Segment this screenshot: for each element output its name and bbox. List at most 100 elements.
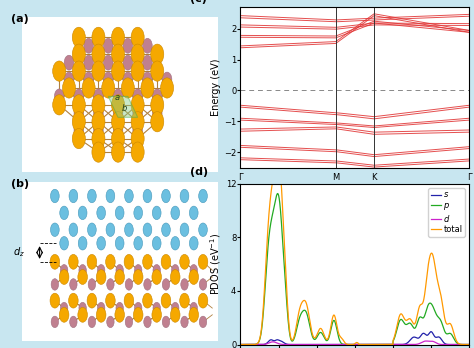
total [315, 331, 320, 335]
Circle shape [70, 279, 77, 290]
Circle shape [72, 95, 85, 115]
$d$ [423, 339, 429, 343]
total [237, 342, 243, 347]
Circle shape [171, 270, 180, 284]
Circle shape [59, 307, 69, 322]
total [363, 342, 368, 347]
Circle shape [124, 293, 134, 308]
Circle shape [78, 307, 87, 322]
Circle shape [199, 189, 207, 203]
Text: (a): (a) [11, 14, 29, 24]
Circle shape [111, 128, 125, 149]
$p$ [315, 333, 320, 338]
Circle shape [125, 279, 133, 290]
Circle shape [92, 142, 105, 162]
Circle shape [199, 316, 207, 328]
total [366, 342, 372, 347]
Circle shape [72, 112, 85, 132]
Circle shape [190, 206, 198, 220]
Circle shape [162, 223, 170, 237]
Circle shape [103, 38, 113, 53]
Circle shape [55, 89, 64, 104]
Circle shape [115, 307, 125, 322]
Circle shape [190, 237, 198, 250]
Circle shape [123, 72, 133, 87]
Circle shape [152, 206, 161, 220]
Circle shape [72, 61, 85, 81]
Circle shape [106, 223, 115, 237]
Circle shape [171, 307, 180, 322]
FancyBboxPatch shape [22, 182, 218, 341]
Circle shape [171, 206, 180, 220]
Circle shape [64, 55, 74, 70]
Circle shape [189, 270, 199, 284]
$s$ [428, 330, 434, 334]
Text: (b): (b) [11, 179, 29, 189]
Circle shape [198, 293, 208, 308]
Circle shape [98, 264, 105, 276]
Circle shape [199, 223, 207, 237]
Circle shape [152, 270, 162, 284]
Circle shape [143, 55, 152, 70]
Circle shape [74, 106, 83, 121]
$p$ [268, 221, 273, 225]
total [358, 342, 364, 347]
$p$ [466, 342, 472, 347]
total [466, 342, 472, 347]
$d$ [237, 342, 243, 347]
Circle shape [92, 44, 105, 64]
Circle shape [51, 223, 59, 237]
Circle shape [171, 237, 180, 250]
Circle shape [116, 264, 123, 276]
Circle shape [88, 189, 96, 203]
Circle shape [78, 270, 87, 284]
Text: a: a [115, 93, 120, 102]
$p$ [275, 191, 281, 196]
Circle shape [124, 254, 134, 269]
Circle shape [69, 223, 78, 237]
Circle shape [153, 106, 162, 121]
total [337, 334, 343, 338]
Circle shape [123, 38, 133, 53]
Circle shape [111, 61, 125, 81]
Circle shape [107, 316, 114, 328]
Circle shape [51, 316, 59, 328]
$p$ [337, 339, 343, 343]
Circle shape [84, 55, 93, 70]
Circle shape [123, 55, 133, 70]
Circle shape [88, 316, 96, 328]
$s$ [237, 342, 243, 347]
Circle shape [189, 307, 199, 322]
Text: (c): (c) [190, 0, 207, 4]
Circle shape [84, 38, 93, 53]
Circle shape [151, 44, 164, 64]
Circle shape [53, 61, 66, 81]
Circle shape [64, 72, 74, 87]
$p$ [276, 197, 282, 201]
$s$ [466, 342, 472, 347]
Circle shape [152, 237, 161, 250]
Circle shape [96, 307, 106, 322]
Circle shape [162, 189, 170, 203]
Circle shape [96, 270, 106, 284]
Line: $d$: $d$ [240, 341, 469, 345]
Circle shape [151, 112, 164, 132]
Circle shape [94, 140, 103, 155]
Circle shape [143, 293, 152, 308]
Circle shape [131, 95, 144, 115]
Circle shape [94, 89, 103, 104]
Circle shape [151, 61, 164, 81]
Circle shape [102, 78, 115, 98]
Text: b: b [121, 104, 127, 113]
Circle shape [92, 128, 105, 149]
Circle shape [88, 223, 96, 237]
Circle shape [92, 27, 105, 47]
Circle shape [143, 254, 152, 269]
Circle shape [143, 72, 152, 87]
Line: total: total [240, 149, 469, 345]
total [268, 192, 273, 197]
FancyBboxPatch shape [22, 17, 218, 172]
Circle shape [133, 307, 143, 322]
Circle shape [87, 254, 97, 269]
Circle shape [133, 270, 143, 284]
